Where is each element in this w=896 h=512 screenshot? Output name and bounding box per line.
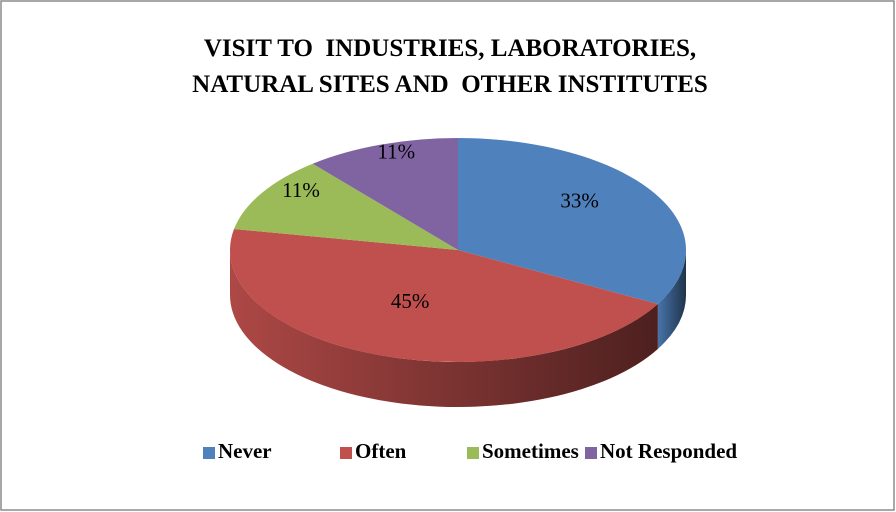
legend-label: Not Responded	[600, 439, 737, 463]
data-label: 11%	[282, 178, 320, 202]
legend-swatch	[585, 447, 597, 459]
legend-label: Sometimes	[482, 439, 579, 463]
pie-slice	[230, 229, 658, 363]
legend-label: Never	[218, 439, 272, 463]
legend-label: Often	[355, 439, 407, 463]
data-label: 11%	[377, 140, 415, 164]
legend-swatch	[467, 447, 479, 459]
data-label: 45%	[391, 289, 430, 313]
legend-swatch	[203, 447, 215, 459]
data-label: 33%	[560, 188, 599, 212]
pie-side-shade	[657, 250, 686, 349]
pie-side-shade	[230, 250, 658, 407]
chart-title: VISIT TO INDUSTRIES, LABORATORIES,	[204, 35, 696, 62]
legend-swatch	[340, 447, 352, 459]
pie-slice	[458, 138, 686, 304]
pie-slice	[234, 163, 458, 250]
pie-slice	[312, 138, 458, 250]
chart-title: NATURAL SITES AND OTHER INSTITUTES	[192, 71, 708, 98]
